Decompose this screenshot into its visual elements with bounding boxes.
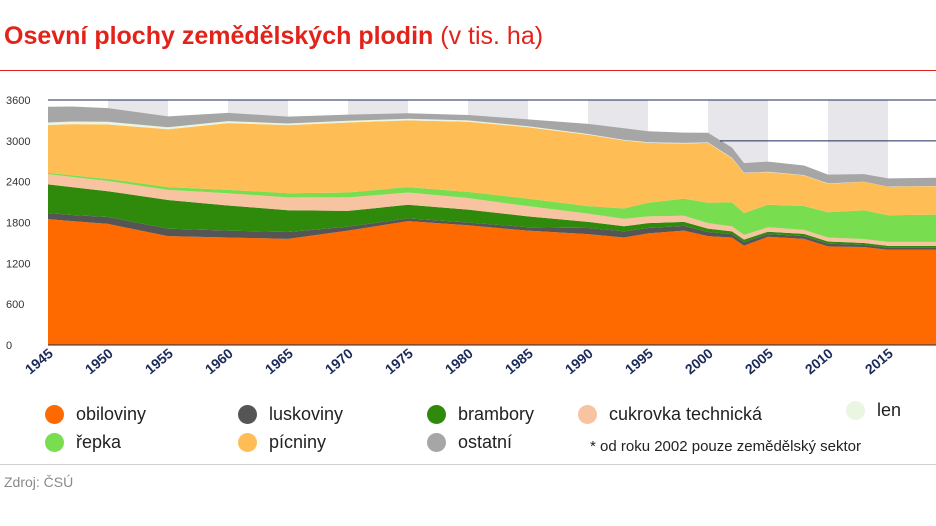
y-tick-label: 0	[6, 340, 12, 352]
legend-swatch-picniny	[238, 433, 257, 452]
y-tick-label: 600	[6, 299, 24, 311]
area-series-6	[48, 118, 936, 187]
legend-label-brambory: brambory	[458, 404, 535, 424]
legend-swatch-ostatni	[427, 433, 446, 452]
x-tick-label: 1965	[262, 345, 296, 377]
x-tick-label: 1990	[562, 345, 596, 377]
area-chart: 0 600 1200 1800 2400 3000 3600 1945 1950 1955 1960…	[6, 95, 936, 377]
x-tick-label: 1995	[622, 345, 656, 377]
area-series-4	[48, 172, 936, 242]
legend-item-ostatni: ostatní	[427, 432, 512, 453]
legend-label-luskoviny: luskoviny	[269, 404, 344, 424]
title-main: Osevní plochy zemědělských plodin	[4, 22, 434, 50]
legend-item-brambory: brambory	[427, 404, 534, 425]
x-tick-label: 1945	[22, 345, 56, 377]
legend-item-obiloviny: obiloviny	[45, 404, 146, 425]
y-tick-label: 2400	[6, 177, 30, 189]
legend-label-picniny: pícniny	[269, 432, 327, 452]
chart-title: Osevní plochy zemědělských plodin (v tis…	[4, 22, 543, 51]
legend-swatch-cukrovka	[578, 405, 597, 424]
y-tick-label: 1200	[6, 258, 30, 270]
area-series-2	[48, 184, 936, 248]
legend-label-ostatni: ostatní	[458, 432, 513, 452]
legend-label-repka: řepka	[76, 432, 122, 452]
area-series-7	[48, 106, 936, 187]
x-tick-label: 1985	[502, 345, 536, 377]
x-tick-label: 2010	[802, 345, 836, 377]
x-tick-label: 2015	[862, 345, 896, 377]
x-tick-label: 1950	[82, 345, 116, 377]
x-tick-label: 1980	[442, 345, 476, 377]
x-tick-label: 1970	[322, 345, 356, 377]
legend-item-luskoviny: luskoviny	[238, 404, 343, 425]
y-tick-label: 1800	[6, 218, 30, 230]
y-tick-label: 3000	[6, 136, 30, 148]
legend-label-obiloviny: obiloviny	[76, 404, 147, 424]
footnote: * od roku 2002 pouze zemědělský sektor	[590, 438, 861, 455]
area-series-0	[48, 219, 936, 345]
title-unit: (v tis. ha)	[440, 22, 544, 50]
legend-item-repka: řepka	[45, 432, 121, 453]
footer-rule	[0, 464, 936, 465]
legend-item-cukrovka: cukrovka technická	[578, 404, 762, 425]
title-rule	[0, 70, 936, 71]
legend-swatch-brambory	[427, 405, 446, 424]
x-tick-label: 2005	[742, 345, 776, 377]
x-tick-label: 1960	[202, 345, 236, 377]
source-label: Zdroj: ČSÚ	[4, 474, 74, 490]
area-series-1	[48, 212, 936, 250]
legend-label-cukrovka: cukrovka technická	[609, 404, 763, 424]
area-series-3	[48, 174, 936, 246]
legend-swatch-repka	[45, 433, 64, 452]
x-tick-label: 1975	[382, 345, 416, 377]
y-tick-label: 3600	[6, 95, 30, 107]
legend-item-picniny: pícniny	[238, 432, 326, 453]
area-series-5	[48, 120, 936, 216]
x-tick-label: 1955	[142, 345, 176, 377]
x-tick-label: 2000	[682, 345, 716, 377]
legend-swatch-obiloviny	[45, 405, 64, 424]
legend-swatch-luskoviny	[238, 405, 257, 424]
